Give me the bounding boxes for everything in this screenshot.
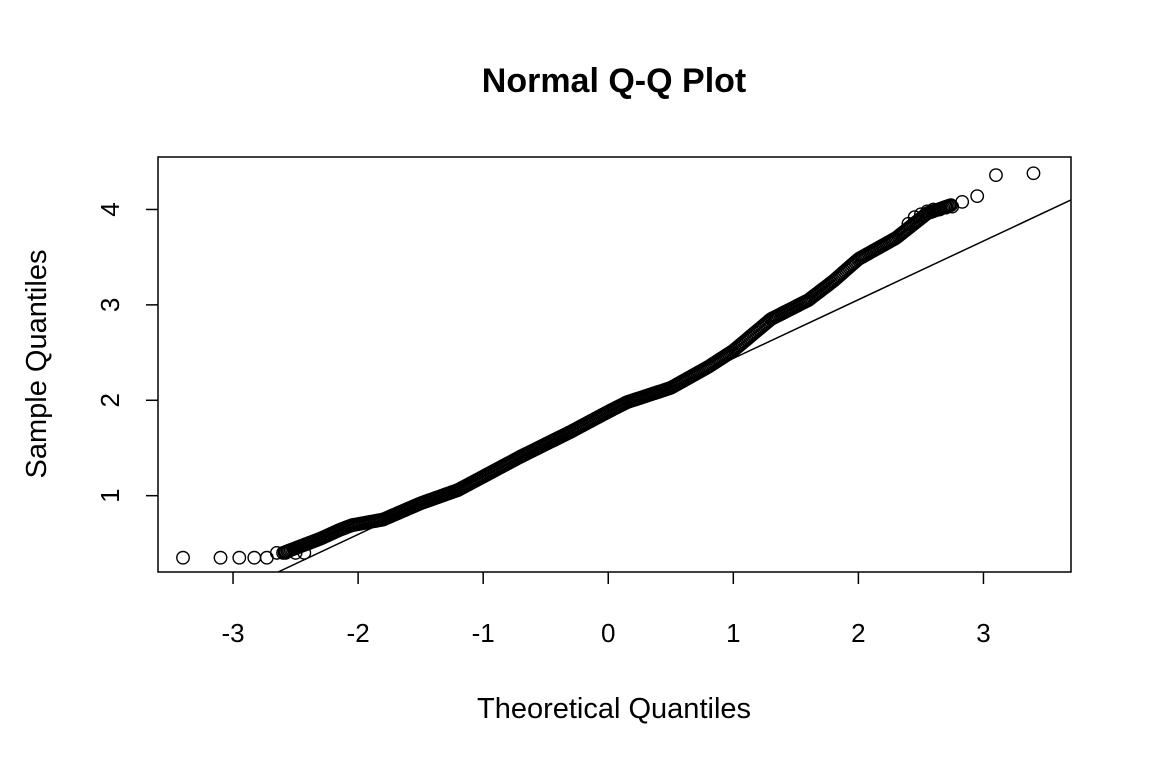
plot-frame xyxy=(157,156,1072,573)
x-tick-label: -3 xyxy=(221,618,244,648)
data-point xyxy=(278,546,293,560)
x-axis-label: Theoretical Quantiles xyxy=(477,693,751,725)
y-tick-label: 4 xyxy=(95,202,125,216)
data-point xyxy=(907,210,922,225)
x-tick-label: -2 xyxy=(347,618,370,648)
data-point xyxy=(247,550,262,565)
data-point xyxy=(288,546,303,560)
chart-title: Normal Q-Q Plot xyxy=(482,62,746,100)
data-point xyxy=(1026,166,1041,181)
plot-area: -3 -2 -1 0 1 2 3 1 2 3 4 xyxy=(95,156,1072,648)
data-point xyxy=(955,194,970,209)
data-point xyxy=(970,189,985,204)
y-tick-label: 2 xyxy=(95,393,125,407)
data-point xyxy=(176,550,190,565)
x-tick-label: 1 xyxy=(726,618,740,648)
x-tick-label: 2 xyxy=(851,618,865,648)
x-tick-label: 0 xyxy=(601,618,615,648)
data-point xyxy=(939,200,953,215)
data-point xyxy=(213,550,228,565)
data-point xyxy=(989,168,1003,183)
data-point xyxy=(232,550,247,565)
y-axis-label: Sample Quantiles xyxy=(21,250,53,479)
x-tick-label: -1 xyxy=(472,618,495,648)
data-point xyxy=(914,207,928,222)
data-point xyxy=(297,546,312,560)
y-tick-label: 3 xyxy=(95,298,125,312)
y-tick-label: 1 xyxy=(95,488,125,502)
x-tick-label: 3 xyxy=(976,618,990,648)
data-point xyxy=(269,546,284,560)
data-point xyxy=(932,202,947,217)
